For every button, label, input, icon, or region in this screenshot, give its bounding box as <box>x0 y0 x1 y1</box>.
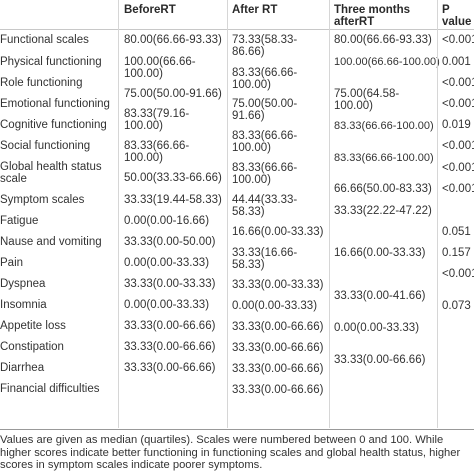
before-cell: 33.33(0.00-66.66) <box>124 362 216 374</box>
three-months-cell: 80.00(66.66-93.33) <box>334 34 432 46</box>
row-label: Emotional functioning <box>0 98 110 110</box>
row-label: Social functioning <box>0 140 91 152</box>
after-cell: 0.00(0.00-33.33) <box>232 300 318 312</box>
before-cell: 33.33(0.00-33.33) <box>124 278 216 290</box>
after-cell: 83.33(66.66- 100.00) <box>232 162 298 186</box>
row-label: Role functioning <box>0 77 83 89</box>
after-cell: 33.33(0.00-66.66) <box>232 363 324 375</box>
before-cell: 33.33(0.00-66.66) <box>124 320 216 332</box>
before-cell: 0.00(0.00-33.33) <box>124 299 210 311</box>
p-value-cell: <0.001 <box>442 183 474 195</box>
three-months-cell: 33.33(0.00-41.66) <box>334 290 426 302</box>
after-cell: 33.33(0.00-66.66) <box>232 342 324 354</box>
p-value-cell: 0.157 <box>442 247 471 259</box>
p-value-cell: <0.001 <box>442 140 474 152</box>
three-months-cell: 83.33(66.66-100.00) <box>334 120 434 132</box>
row-label: Pain <box>0 257 24 269</box>
before-cell: 33.33(19.44-58.33) <box>124 194 222 206</box>
three-months-cell: 75.00(64.58- 100.00) <box>334 88 400 112</box>
header-three-months: Three months afterRT <box>334 4 411 28</box>
three-months-cell: 33.33(0.00-66.66) <box>334 354 426 366</box>
header-after-rt: After RT <box>232 4 278 16</box>
header-divider <box>0 29 474 30</box>
before-cell: 80.00(66.66-93.33) <box>124 34 222 46</box>
header-p-value: P value <box>442 4 472 28</box>
before-cell: 33.33(0.00-66.66) <box>124 341 216 353</box>
p-value-cell: <0.001 <box>442 98 474 110</box>
p-value-cell: 0.051 <box>442 226 471 238</box>
after-cell: 75.00(50.00- 91.66) <box>232 98 298 122</box>
p-value-cell: 0.001 <box>442 56 471 68</box>
p-value-cell: 0.019 <box>442 119 471 131</box>
after-cell: 73.33(58.33- 86.66) <box>232 34 298 58</box>
after-cell: 16.66(0.00-33.33) <box>232 226 324 238</box>
row-label: Functional scales <box>0 34 89 46</box>
three-months-cell: 66.66(50.00-83.33) <box>334 183 432 195</box>
row-label: Appetite loss <box>0 320 66 332</box>
before-cell: 33.33(0.00-50.00) <box>124 236 216 248</box>
row-label: Cognitive functioning <box>0 119 107 131</box>
three-months-cell: 33.33(22.22-47.22) <box>334 205 432 217</box>
three-months-cell: 0.00(0.00-33.33) <box>334 322 420 334</box>
row-label: Insomnia <box>0 299 47 311</box>
row-label: Symptom scales <box>0 194 85 206</box>
p-value-cell: <0.001 <box>442 77 474 89</box>
p-value-cell: <0.001 <box>442 34 474 46</box>
before-cell: 83.33(79.16- 100.00) <box>124 108 190 132</box>
table-bottom-rule <box>0 429 474 430</box>
p-value-cell: <0.001 <box>442 268 474 280</box>
column-divider <box>437 0 438 428</box>
column-divider <box>227 0 228 428</box>
three-months-cell: 100.00(66.66-100.00) <box>334 56 440 68</box>
before-cell: 50.00(33.33-66.66) <box>124 172 222 184</box>
after-cell: 33.33(0.00-33.33) <box>232 279 324 291</box>
after-cell: 83.33(66.66- 100.00) <box>232 130 298 154</box>
p-value-cell: 0.073 <box>442 300 471 312</box>
header-before-rt: BeforeRT <box>124 4 176 16</box>
column-divider <box>118 0 119 428</box>
row-label: Physical functioning <box>0 56 102 68</box>
row-label: Global health status scale <box>0 161 102 185</box>
before-cell: 0.00(0.00-16.66) <box>124 215 210 227</box>
three-months-cell: 16.66(0.00-33.33) <box>334 247 426 259</box>
after-cell: 44.44(33.33- 58.33) <box>232 194 298 218</box>
before-cell: 0.00(0.00-33.33) <box>124 257 210 269</box>
p-value-cell: <0.001 <box>442 162 474 174</box>
row-label: Constipation <box>0 341 64 353</box>
table-footnote: Values are given as median (quartiles). … <box>0 434 461 471</box>
after-cell: 33.33(0.00-66.66) <box>232 321 324 333</box>
after-cell: 33.33(0.00-66.66) <box>232 384 324 396</box>
three-months-cell: 83.33(66.66-100.00) <box>334 152 434 164</box>
column-divider <box>329 0 330 428</box>
row-label: Diarrhea <box>0 362 45 374</box>
after-cell: 83.33(66.66- 100.00) <box>232 67 298 91</box>
row-label: Fatigue <box>0 215 39 227</box>
before-cell: 100.00(66.66- 100.00) <box>124 56 196 80</box>
before-cell: 83.33(66.66- 100.00) <box>124 140 190 164</box>
before-cell: 75.00(50.00-91.66) <box>124 88 222 100</box>
row-label: Financial difficulties <box>0 383 100 395</box>
row-label: Nause and vomiting <box>0 236 102 248</box>
after-cell: 33.33(16.66- 58.33) <box>232 247 298 271</box>
row-label: Dyspnea <box>0 278 46 290</box>
